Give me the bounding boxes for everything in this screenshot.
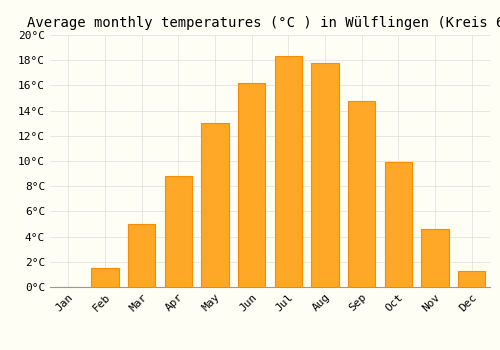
Title: Average monthly temperatures (°C ) in Wülflingen (Kreis 6): Average monthly temperatures (°C ) in Wü…: [27, 16, 500, 30]
Bar: [201, 123, 229, 287]
Bar: [274, 56, 302, 287]
Bar: [164, 176, 192, 287]
Bar: [458, 271, 485, 287]
Bar: [238, 83, 266, 287]
Bar: [421, 229, 448, 287]
Bar: [91, 268, 119, 287]
Bar: [128, 224, 156, 287]
Bar: [348, 100, 376, 287]
Bar: [384, 162, 412, 287]
Bar: [311, 63, 339, 287]
